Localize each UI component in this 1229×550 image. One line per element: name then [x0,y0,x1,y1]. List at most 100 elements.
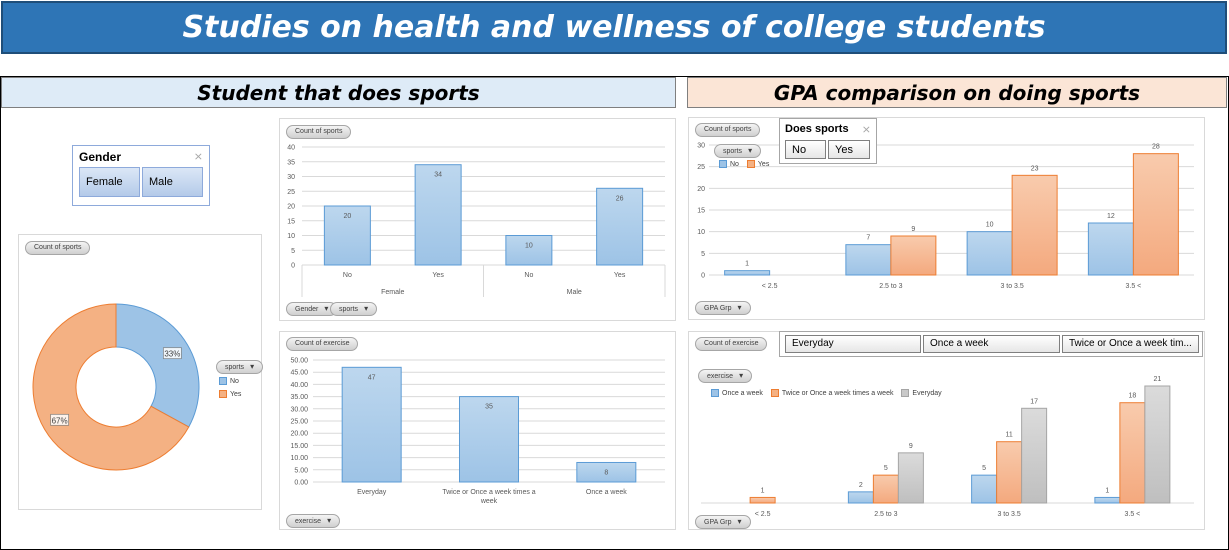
bar-female-no [323,205,371,266]
exercise-slicer-item-twice[interactable]: Twice or Once a week tim... [1062,335,1199,353]
bar-3-5-no [1087,222,1134,276]
gender-y-tick-label: 30 [287,174,295,181]
exercise-y-tick-label: 40.00 [290,382,308,389]
bar-data-label: 10 [986,222,994,229]
bar-data-label: 18 [1128,393,1136,400]
bar-2-5-to-3-twice-or-once-a-week-times-a-week [872,474,899,504]
gpa1-svg-y-tick-label: 5 [701,251,705,258]
exercise-slicer-item-once-a-week[interactable]: Once a week [923,335,1060,353]
legend-filter-sports-2[interactable]: sports [714,144,762,158]
bar-data-label: 23 [1031,165,1039,172]
x-tick-label: No [343,272,352,279]
gender-slicer-title: Gender [79,150,122,164]
bar-data-label: 47 [368,374,376,381]
legend-item-yes: Yes [219,390,241,398]
field-button-count-of-sports-3[interactable]: Count of sports [695,123,761,137]
gpa-sports-chart: 0 5 10 15 20 25 30 1 < 2.5 7 9 2.5 to 3 10 23 3 to 3.5… [697,143,1194,290]
x-tick-label: 2.5 to 3 [874,511,897,518]
gender-y-tick-label: 5 [291,248,295,255]
exercise-y-tick-label: 30.00 [290,406,308,413]
exercise-y-tick-label: 10.00 [290,455,308,462]
x-tick-label: 3 to 3.5 [997,511,1020,518]
bar-3-5-yes [1132,153,1179,276]
bar-3-to-3-5-once-a-week [971,474,998,504]
bar-data-label: 5 [982,465,986,472]
gpa-sports-chart-panel: Count of sports 0 5 10 15 20 25 30 1 < 2.5 7 9 2.5 … [688,117,1205,320]
bar-data-label: 1 [745,261,749,268]
gpa1-svg-y-tick-label: 25 [697,164,705,171]
exercise-slicer-item-everyday[interactable]: Everyday [785,335,921,353]
donut-label-no: 33% [164,350,180,359]
field-button-count-of-sports[interactable]: Count of sports [25,241,91,255]
legend-item-once-a-week: Once a week [711,389,763,397]
donut-chart-panel: Count of sports 33% 67% sports No Yes [18,234,264,510]
bar-data-label: 10 [525,243,533,250]
legend-filter-sports[interactable]: sports [216,360,264,374]
does-sports-slicer-item-yes[interactable]: Yes [828,140,870,159]
x-tick-label: Yes [614,272,626,279]
bar-data-label: 5 [884,465,888,472]
bar-data-label: 1 [1105,487,1109,494]
bar-data-label: 17 [1030,398,1038,405]
gpa-exercise-chart-panel: Count of exercise 1 < 2.5 2 5 9 2.5 to 3 5 11 17… [688,331,1205,530]
bar-data-label: 26 [616,195,624,202]
bar-male-yes [596,187,644,266]
axis-filter-gpa-grp-2[interactable]: GPA Grp [695,515,751,529]
exercise-y-tick-label: 15.00 [290,443,308,450]
does-sports-slicer-item-no[interactable]: No [785,140,826,159]
donut-label-yes: 67% [52,416,68,425]
bar-data-label: 9 [911,226,915,233]
exercise-y-tick-label: 50.00 [290,358,308,365]
x-tick-label: Twice or Once a week times a week [442,489,535,505]
donut-slice-no [115,303,200,428]
x-tick-label: 2.5 to 3 [879,283,902,290]
bar-twice-or-once-a-week-times-a-week [459,396,519,483]
bar-data-label: 21 [1153,376,1161,383]
field-button-count-of-sports-2[interactable]: Count of sports [286,125,352,139]
bar-data-label: 2 [859,482,863,489]
gender-slicer-item-male[interactable]: Male [142,167,203,197]
bar-data-label: 1 [761,487,765,494]
exercise-y-tick-label: 35.00 [290,394,308,401]
legend-item-everyday: Everyday [901,389,942,397]
axis-filter-sports[interactable]: sports [330,302,378,316]
group-label-male: Male [567,289,582,296]
axis-filter-gpa-grp[interactable]: GPA Grp [695,301,751,315]
clear-filter-icon[interactable]: ⨯ [193,151,203,163]
x-tick-label: Once a week [586,489,627,496]
bar-2-5-twice-or-once-a-week-times-a-week [749,496,776,504]
field-button-count-of-exercise[interactable]: Count of exercise [286,337,359,351]
clear-filter-icon-2[interactable]: ⨯ [861,124,871,136]
gender-slicer: Gender ⨯ Female Male [72,145,210,206]
bar-data-label: 9 [909,443,913,450]
axis-filter-exercise[interactable]: exercise [286,514,341,528]
gpa1-svg-y-tick-label: 30 [697,143,705,150]
donut-slice-yes [32,303,190,471]
gpa-sports-legend: No Yes [719,160,769,168]
bar-2-5-to-3-everyday [897,452,924,504]
group-label-female: Female [381,289,404,296]
bar-data-label: 20 [343,213,351,220]
exercise-y-tick-label: 0.00 [294,480,308,487]
does-sports-slicer: Does sports ⨯ No Yes [779,118,877,164]
donut-label-box-yes [50,413,70,426]
gender-y-tick-label: 25 [287,189,295,196]
bar-3-to-3-5-yes [1011,174,1058,276]
donut-chart: 33% 67% [32,303,200,471]
gender-slicer-item-female[interactable]: Female [79,167,140,197]
exercise-slicer: Everyday Once a week Twice or Once a wee… [779,331,1203,357]
gpa1-svg-y-tick-label: 10 [697,229,705,236]
bar-3-to-3-5-twice-or-once-a-week-times-a-week [996,441,1023,504]
legend-item-no: No [219,377,241,385]
x-tick-label: 3 to 3.5 [1000,283,1023,290]
gpa1-svg-y-tick-label: 20 [697,186,705,193]
exercise-bar-chart-panel: Count of exercise 0.00 5.00 10.00 15.00 20.0… [279,331,676,530]
bar-data-label: 28 [1152,144,1160,151]
x-tick-label: 3.5 < [1124,511,1140,518]
gpa1-svg-y-tick-label: 15 [697,208,705,215]
gender-y-tick-label: 10 [287,233,295,240]
gender-y-tick-label: 35 [287,159,295,166]
bar-data-label: 35 [485,404,493,411]
legend-filter-exercise[interactable]: exercise [698,369,753,383]
field-button-count-of-exercise-2[interactable]: Count of exercise [695,337,768,351]
